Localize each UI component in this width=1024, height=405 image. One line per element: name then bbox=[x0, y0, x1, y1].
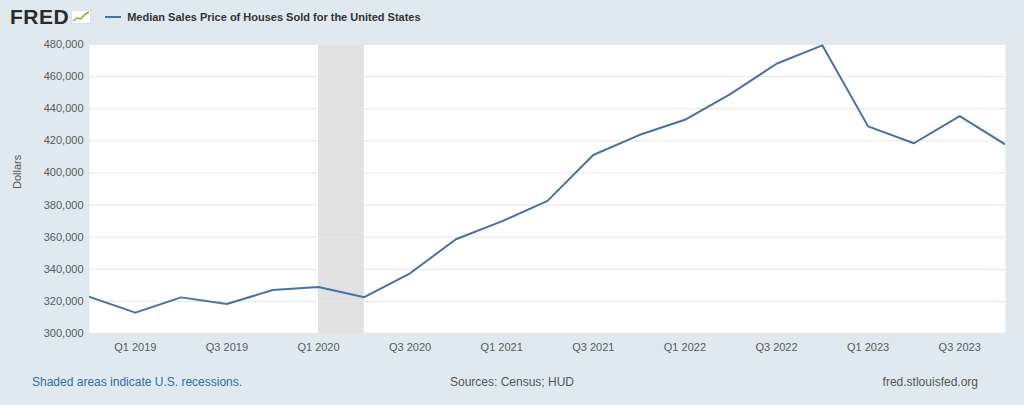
svg-text:480,000: 480,000 bbox=[44, 38, 84, 50]
svg-text:Q1 2019: Q1 2019 bbox=[114, 341, 156, 353]
svg-text:Q1 2020: Q1 2020 bbox=[297, 341, 339, 353]
html-text:Shaded areas indicate U.S. rec: Shaded areas indicate U.S. recessions. bbox=[32, 375, 243, 389]
svg-text:Q3 2019: Q3 2019 bbox=[206, 341, 248, 353]
svg-text:460,000: 460,000 bbox=[44, 70, 84, 82]
svg-text:Q3 2020: Q3 2020 bbox=[389, 341, 431, 353]
svg-text:360,000: 360,000 bbox=[44, 231, 84, 243]
html-text:FRED: FRED bbox=[10, 5, 70, 28]
svg-text:Q3 2021: Q3 2021 bbox=[572, 341, 614, 353]
svg-text:Dollars: Dollars bbox=[11, 154, 23, 189]
svg-text:Q1 2021: Q1 2021 bbox=[481, 341, 523, 353]
svg-text:320,000: 320,000 bbox=[44, 295, 84, 307]
svg-text:Q1 2023: Q1 2023 bbox=[847, 341, 889, 353]
svg-text:Q3 2023: Q3 2023 bbox=[939, 341, 981, 353]
svg-text:Q1 2022: Q1 2022 bbox=[664, 341, 706, 353]
svg-text:Q3 2022: Q3 2022 bbox=[755, 341, 797, 353]
svg-text:400,000: 400,000 bbox=[44, 166, 84, 178]
svg-text:340,000: 340,000 bbox=[44, 263, 84, 275]
svg-text:380,000: 380,000 bbox=[44, 199, 84, 211]
html-text:Median Sales Price of Houses S: Median Sales Price of Houses Sold for th… bbox=[127, 11, 421, 23]
svg-text:300,000: 300,000 bbox=[44, 327, 84, 339]
html-text:fred.stlouisfed.org: fred.stlouisfed.org bbox=[882, 375, 978, 389]
html-text:Sources: Census; HUD: Sources: Census; HUD bbox=[450, 375, 574, 389]
svg-text:420,000: 420,000 bbox=[44, 134, 84, 146]
svg-text:440,000: 440,000 bbox=[44, 102, 84, 114]
